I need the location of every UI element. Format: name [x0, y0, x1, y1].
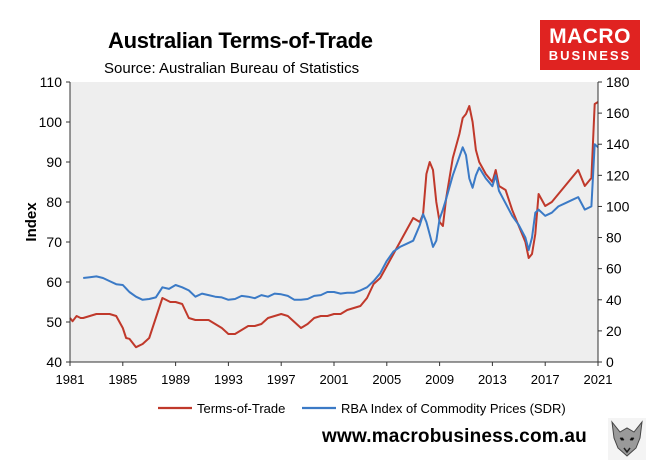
y-tick-label: 40	[46, 354, 62, 370]
x-tick-label: 2021	[584, 372, 613, 387]
y2-tick-label: 20	[606, 323, 622, 339]
y-tick-label: 60	[46, 274, 62, 290]
series-line-rba-commodity-index	[83, 143, 599, 301]
x-tick-label: 2013	[478, 372, 507, 387]
y-tick-label: 70	[46, 234, 62, 250]
wolf-logo-icon	[608, 418, 646, 460]
x-tick-label: 1993	[214, 372, 243, 387]
logo-line1: MACRO	[549, 25, 631, 48]
y-tick-label: 50	[46, 314, 62, 330]
y2-tick-label: 100	[606, 198, 630, 214]
y2-tick-label: 80	[606, 230, 622, 246]
series-layer	[69, 101, 599, 349]
macrobusiness-logo: MACRO BUSINESS	[540, 20, 640, 70]
y-tick-label: 110	[40, 74, 63, 90]
y-tick-label: 100	[39, 114, 63, 130]
legend-label: RBA Index of Commodity Prices (SDR)	[341, 401, 566, 416]
x-tick-label: 2005	[372, 372, 401, 387]
logo-line2: BUSINESS	[548, 48, 632, 63]
y2-tick-label: 120	[606, 167, 630, 183]
y2-tick-label: 160	[606, 105, 630, 121]
line-chart: 40 50 60 70 80 90 100 110 0 20 40 60 80 100 120 140 160 1…	[23, 74, 630, 416]
plot-area	[70, 82, 598, 362]
x-tick-label: 2017	[531, 372, 560, 387]
x-tick-label: 1981	[56, 372, 85, 387]
y2-tick-label: 0	[606, 354, 614, 370]
y2-tick-label: 180	[606, 74, 630, 90]
x-tick-label: 1997	[267, 372, 296, 387]
y-axis-label: Index	[23, 202, 40, 242]
footer-url: www.macrobusiness.com.au	[322, 426, 587, 447]
x-tick-label: 2009	[425, 372, 454, 387]
chart-subtitle: Source: Australian Bureau of Statistics	[104, 60, 360, 77]
chart-title: Australian Terms-of-Trade	[108, 28, 373, 53]
y-tick-label: 80	[46, 194, 62, 210]
legend-label: Terms-of-Trade	[197, 401, 285, 416]
x-tick-label: 1989	[161, 372, 190, 387]
y2-tick-label: 40	[606, 292, 622, 308]
legend: Terms-of-Trade RBA Index of Commodity Pri…	[158, 401, 566, 416]
x-tick-label: 1985	[108, 372, 137, 387]
y2-tick-label: 60	[606, 261, 622, 277]
y-tick-label: 90	[46, 154, 62, 170]
y2-tick-label: 140	[606, 136, 630, 152]
x-tick-label: 2001	[320, 372, 349, 387]
axis-layer: 40 50 60 70 80 90 100 110 0 20 40 60 80 100 120 140 160 1…	[39, 74, 630, 387]
